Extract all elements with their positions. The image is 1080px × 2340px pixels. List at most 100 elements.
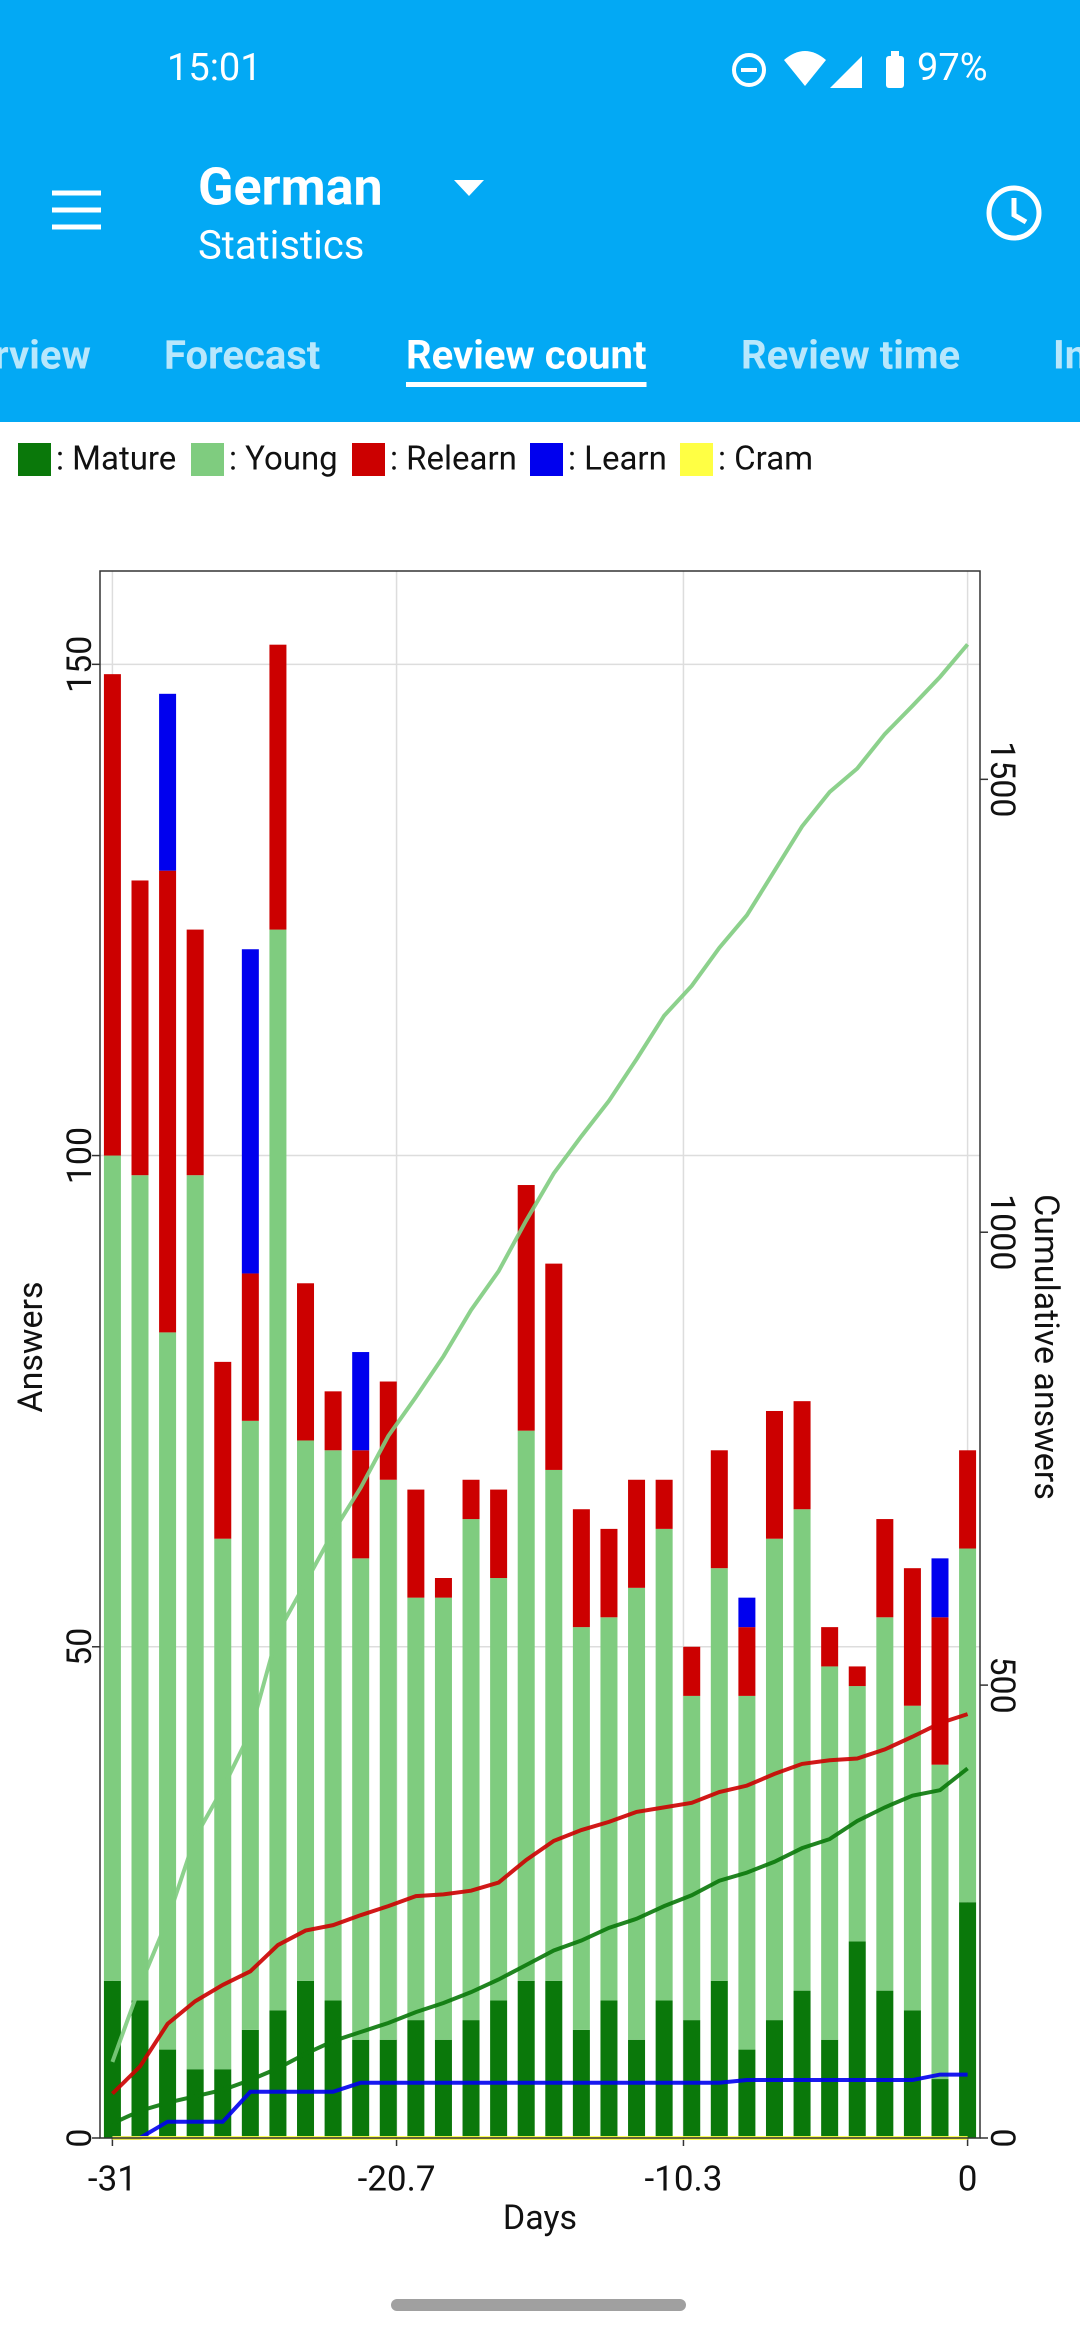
subtitle: Statistics	[198, 222, 364, 269]
bar-segment	[765, 1410, 783, 1539]
legend-label: : Cram	[718, 440, 813, 479]
bar-segment	[241, 949, 259, 1274]
bar-segment	[628, 2039, 646, 2138]
bar-segment	[903, 2010, 921, 2138]
bar-segment	[434, 2039, 452, 2138]
bar-segment	[462, 2020, 480, 2138]
bar-segment	[600, 1617, 618, 2001]
bar-segment	[710, 1980, 728, 2138]
bar-segment	[545, 1263, 563, 1470]
bar-segment	[738, 1627, 756, 1696]
bar-segment	[793, 1990, 811, 2138]
tab[interactable]: Review time	[741, 332, 960, 379]
tab[interactable]: rview	[0, 332, 91, 379]
bar-segment	[269, 2010, 287, 2138]
bar-segment	[241, 2029, 259, 2138]
cumulative-line	[110, 643, 970, 2063]
legend-swatch	[191, 443, 224, 476]
bar-segment	[655, 1528, 673, 2001]
deck-dropdown[interactable]	[454, 180, 484, 196]
bar-segment	[159, 1332, 177, 2050]
y2-tick-label: 0	[982, 2128, 1022, 2147]
bar-segment	[959, 1902, 977, 2138]
bar-segment	[876, 1519, 894, 1618]
legend-swatch	[18, 443, 51, 476]
deck-title[interactable]: German	[198, 157, 383, 218]
bar-segment	[683, 1646, 701, 1696]
status-battery: 97%	[917, 46, 988, 90]
bar-segment	[434, 1578, 452, 1598]
bar-segment	[738, 1597, 756, 1628]
y2-axis-label: Cumulative answers	[1026, 1194, 1066, 1500]
menu-button[interactable]	[52, 190, 101, 230]
bar-segment	[655, 2000, 673, 2138]
bar-segment	[186, 2069, 204, 2138]
bar-segment	[821, 2039, 839, 2138]
y2-tick-label: 1500	[982, 741, 1022, 817]
bar-segment	[931, 1558, 949, 1618]
bar-segment	[407, 2020, 425, 2138]
y-tick-label: 50	[60, 1628, 100, 1666]
legend-label: : Mature	[56, 440, 176, 479]
cumulative-line	[112, 2072, 968, 2140]
legend-swatch	[530, 443, 563, 476]
bar-segment	[600, 2000, 618, 2138]
bar-segment	[545, 1980, 563, 2138]
tab[interactable]: Review count	[406, 332, 647, 379]
bar-segment	[186, 1175, 204, 2070]
bar-segment	[379, 2039, 397, 2138]
bar-segment	[462, 1479, 480, 1520]
bar-segment	[490, 1489, 508, 1579]
y2-tick-label: 500	[982, 1656, 1022, 1713]
cumulative-line	[111, 1766, 969, 2126]
legend-label: : Relearn	[390, 440, 517, 479]
cumulative-line	[111, 1712, 969, 2096]
bar-segment	[903, 1568, 921, 1706]
x-tick-label: 0	[958, 2158, 978, 2199]
bar-segment	[876, 1617, 894, 1991]
bar-segment	[352, 1352, 370, 1451]
bar-segment	[517, 1980, 535, 2138]
x-axis-label: Days	[503, 2198, 577, 2238]
y-tick-label: 150	[60, 636, 100, 693]
x-tick-label: -10.3	[644, 2158, 722, 2199]
bar-segment	[352, 2039, 370, 2138]
bar-segment	[131, 880, 149, 1176]
bar-segment	[903, 1705, 921, 2011]
bar-segment	[241, 1273, 259, 1421]
bar-segment	[490, 2000, 508, 2138]
bar-segment	[848, 1941, 866, 2138]
bar-segment	[793, 1401, 811, 1510]
plot-frame	[99, 570, 981, 2139]
bar-segment	[959, 1450, 977, 1549]
y-tick-label: 0	[60, 2128, 100, 2147]
bar-segment	[297, 1980, 315, 2138]
bar-segment	[297, 1283, 315, 1441]
bar-segment	[324, 1391, 342, 1451]
bar-segment	[683, 2020, 701, 2138]
status-icons	[732, 51, 904, 88]
bar-segment	[379, 1479, 397, 2040]
home-indicator	[391, 2299, 686, 2311]
bar-segment	[407, 1597, 425, 2021]
bar-segment	[765, 1538, 783, 2021]
bar-segment	[324, 2000, 342, 2138]
clock-button[interactable]	[986, 185, 1042, 241]
bar-segment	[159, 870, 177, 1333]
tab[interactable]: In	[1053, 332, 1080, 379]
tab[interactable]: Forecast	[164, 332, 320, 379]
y-tick-label: 100	[60, 1127, 100, 1184]
bar-segment	[214, 1361, 232, 1539]
bar-segment	[848, 1686, 866, 1942]
bar-segment	[407, 1489, 425, 1598]
bar-segment	[352, 1558, 370, 2040]
bar-segment	[931, 2079, 949, 2138]
bar-segment	[131, 1175, 149, 2001]
bar-segment	[517, 1430, 535, 1981]
bar-segment	[214, 1538, 232, 2070]
bar-segment	[490, 1578, 508, 2001]
chart: : Mature: Young: Relearn: Learn: Cram 0 50…	[11, 440, 1066, 2238]
bar-segment	[572, 1509, 590, 1628]
bar-segment	[600, 1528, 618, 1618]
